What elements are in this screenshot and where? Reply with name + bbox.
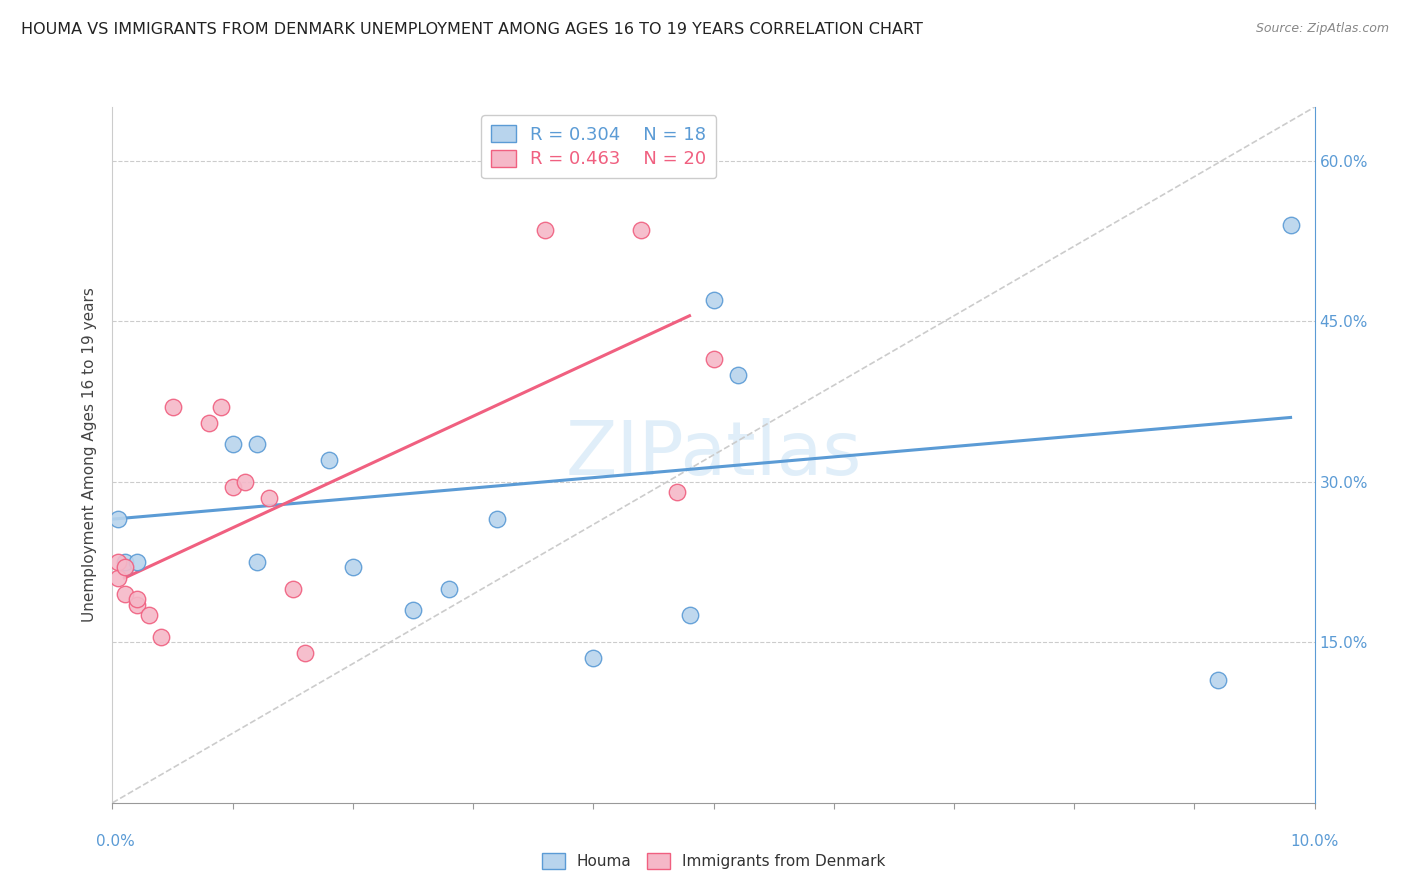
Point <box>246 555 269 569</box>
Point <box>1208 673 1230 687</box>
Point <box>149 630 172 644</box>
Point <box>162 400 184 414</box>
Point <box>486 512 509 526</box>
Point <box>534 223 557 237</box>
Point <box>125 592 148 607</box>
Y-axis label: Unemployment Among Ages 16 to 19 years: Unemployment Among Ages 16 to 19 years <box>82 287 97 623</box>
Point <box>114 587 136 601</box>
Point <box>209 400 232 414</box>
Point <box>107 555 129 569</box>
Text: 0.0%: 0.0% <box>96 834 135 849</box>
Text: 10.0%: 10.0% <box>1291 834 1339 849</box>
Text: ZIPatlas: ZIPatlas <box>565 418 862 491</box>
Point <box>437 582 460 596</box>
Point <box>107 512 129 526</box>
Point <box>678 608 700 623</box>
Text: Source: ZipAtlas.com: Source: ZipAtlas.com <box>1256 22 1389 36</box>
Point <box>114 560 136 574</box>
Legend: Houma, Immigrants from Denmark: Houma, Immigrants from Denmark <box>536 847 891 875</box>
Point <box>630 223 652 237</box>
Point <box>402 603 425 617</box>
Point <box>666 485 689 500</box>
Point <box>281 582 304 596</box>
Point <box>582 651 605 665</box>
Point <box>702 351 725 366</box>
Point <box>294 646 316 660</box>
Point <box>727 368 749 382</box>
Point <box>107 571 129 585</box>
Point <box>138 608 160 623</box>
Point <box>233 475 256 489</box>
Point <box>222 480 245 494</box>
Point <box>125 555 148 569</box>
Point <box>222 437 245 451</box>
Point <box>114 560 136 574</box>
Point <box>197 416 219 430</box>
Point <box>246 437 269 451</box>
Point <box>342 560 364 574</box>
Text: HOUMA VS IMMIGRANTS FROM DENMARK UNEMPLOYMENT AMONG AGES 16 TO 19 YEARS CORRELAT: HOUMA VS IMMIGRANTS FROM DENMARK UNEMPLO… <box>21 22 922 37</box>
Point <box>257 491 280 505</box>
Point <box>125 598 148 612</box>
Point <box>114 555 136 569</box>
Point <box>702 293 725 307</box>
Point <box>318 453 340 467</box>
Point <box>1279 218 1302 232</box>
